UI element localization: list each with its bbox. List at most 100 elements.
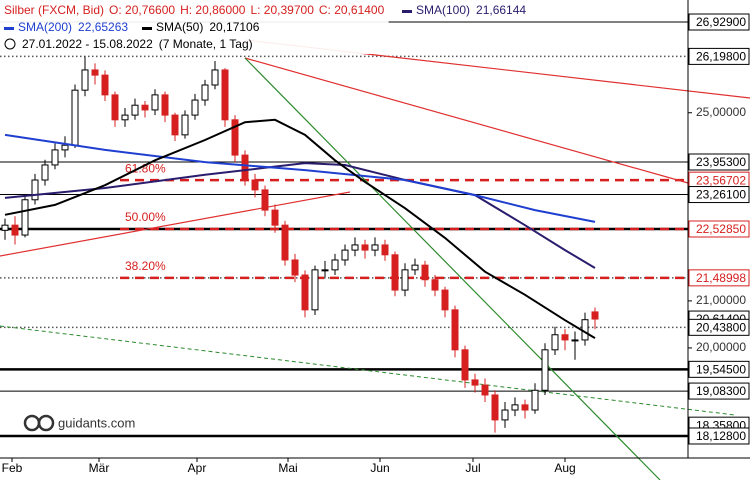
candle-body bbox=[441, 289, 449, 311]
price-label: 21,48998 bbox=[696, 271, 746, 285]
watermark: guidants.com bbox=[23, 414, 135, 432]
candle-body bbox=[541, 349, 549, 391]
sma-line bbox=[4, 118, 596, 339]
legend-value: 20,17106 bbox=[209, 20, 259, 34]
candle-body bbox=[391, 254, 399, 291]
price-label: 19,08300 bbox=[696, 384, 746, 398]
candle-body bbox=[141, 104, 149, 111]
ohlc-label: H: 20,86000 bbox=[180, 3, 246, 17]
candle-body bbox=[351, 244, 359, 251]
candle-body bbox=[31, 179, 39, 201]
price-box bbox=[688, 186, 750, 204]
candle-body bbox=[311, 269, 319, 311]
candle-body bbox=[81, 69, 89, 91]
price-label: 26,19800 bbox=[696, 50, 746, 64]
legend-swatch bbox=[142, 27, 152, 30]
legend-entry: SMA(50) 20,17106 bbox=[156, 20, 260, 34]
candle-body bbox=[381, 244, 389, 256]
candle-body bbox=[51, 149, 59, 166]
candle-body bbox=[221, 69, 229, 121]
y-tick-label: 25,00000 bbox=[696, 105, 746, 119]
candle-body bbox=[21, 199, 29, 236]
levels: 61.80% 50.00% 38.20% bbox=[0, 21, 688, 438]
candle-body bbox=[211, 69, 219, 86]
candle-body bbox=[521, 404, 529, 411]
price-box bbox=[688, 153, 750, 171]
candle-body bbox=[561, 334, 569, 341]
candle-body bbox=[151, 94, 159, 111]
trend-lines bbox=[0, 39, 750, 480]
candle-body bbox=[461, 349, 469, 381]
candle-body bbox=[161, 94, 169, 116]
candle-body bbox=[531, 389, 539, 411]
legend-value: 22,65263 bbox=[78, 20, 128, 34]
price-box bbox=[688, 13, 750, 31]
candle-body bbox=[371, 244, 379, 251]
candle-body bbox=[511, 404, 519, 411]
candle-body bbox=[361, 244, 369, 251]
y-tick-label: 21,00000 bbox=[696, 293, 746, 307]
trend-line bbox=[244, 57, 689, 184]
legend-bg bbox=[0, 0, 389, 54]
ohlc-label: L: 20,39700 bbox=[250, 3, 314, 17]
price-label: 18,12800 bbox=[696, 429, 746, 443]
price-box bbox=[688, 47, 750, 65]
price-box bbox=[688, 318, 750, 336]
x-tick-label: Apr bbox=[188, 461, 207, 475]
legend-value: 21,66144 bbox=[476, 3, 526, 17]
candle-body bbox=[201, 84, 209, 101]
candle-body bbox=[431, 279, 439, 291]
sma-line bbox=[4, 162, 596, 269]
candle-body bbox=[341, 249, 349, 261]
candle-body bbox=[571, 339, 579, 342]
trend-line bbox=[244, 57, 661, 480]
plot bbox=[1, 56, 599, 433]
instrument-name: Silber (FXCM, Bid) bbox=[4, 3, 104, 17]
fib-label: 61.80% bbox=[125, 161, 166, 175]
clock-icon bbox=[4, 38, 16, 50]
legend-entry: SMA(100) 21,66144 bbox=[416, 3, 526, 17]
price-label: 23,95300 bbox=[696, 155, 746, 169]
ohlc-label: C: 20,61400 bbox=[319, 3, 385, 17]
candle-body bbox=[451, 309, 459, 351]
price-box bbox=[688, 427, 750, 445]
trend-line bbox=[0, 325, 736, 416]
candle-body bbox=[281, 224, 289, 261]
price-box bbox=[688, 382, 750, 400]
x-tick-label: Jun bbox=[370, 461, 389, 475]
price-label: 23,56702 bbox=[696, 173, 746, 187]
candle-body bbox=[591, 311, 599, 320]
watermark-text: guidants.com bbox=[58, 415, 135, 430]
candle-body bbox=[491, 394, 499, 421]
price-label: 22,52850 bbox=[696, 222, 746, 236]
x-tick-label: Mär bbox=[89, 461, 110, 475]
candle-body bbox=[231, 119, 239, 156]
price-label: 19,54500 bbox=[696, 363, 746, 377]
candle-body bbox=[111, 94, 119, 121]
price-box bbox=[688, 269, 750, 287]
candle-body bbox=[101, 74, 109, 96]
legend-name: SMA(50) bbox=[156, 20, 203, 34]
candle-body bbox=[331, 259, 339, 271]
legend: Silber (FXCM, Bid) O: 20,76600 H: 20,86000… bbox=[0, 0, 526, 54]
candle-body bbox=[1, 224, 9, 231]
price-box bbox=[688, 220, 750, 238]
trend-line bbox=[0, 191, 351, 257]
price-labels: 25,00000 21,00000 20,00000 26,92900 26,19800… bbox=[688, 13, 750, 445]
price-label: 20,43800 bbox=[696, 321, 746, 335]
candle-body bbox=[91, 69, 99, 76]
candle-body bbox=[11, 224, 19, 236]
x-tick-label: Feb bbox=[2, 461, 23, 475]
candle-body bbox=[301, 274, 309, 311]
candle-body bbox=[481, 384, 489, 396]
price-box bbox=[688, 360, 750, 378]
candle-body bbox=[501, 409, 509, 421]
y-tick-label: 20,00000 bbox=[696, 340, 746, 354]
period-range: 27.01.2022 - 15.08.2022 bbox=[22, 37, 153, 51]
candle-body bbox=[321, 269, 329, 272]
candle-body bbox=[71, 89, 79, 146]
candle-body bbox=[411, 264, 419, 271]
legend-swatch bbox=[4, 27, 14, 30]
legend-name: SMA(100) bbox=[416, 3, 470, 17]
